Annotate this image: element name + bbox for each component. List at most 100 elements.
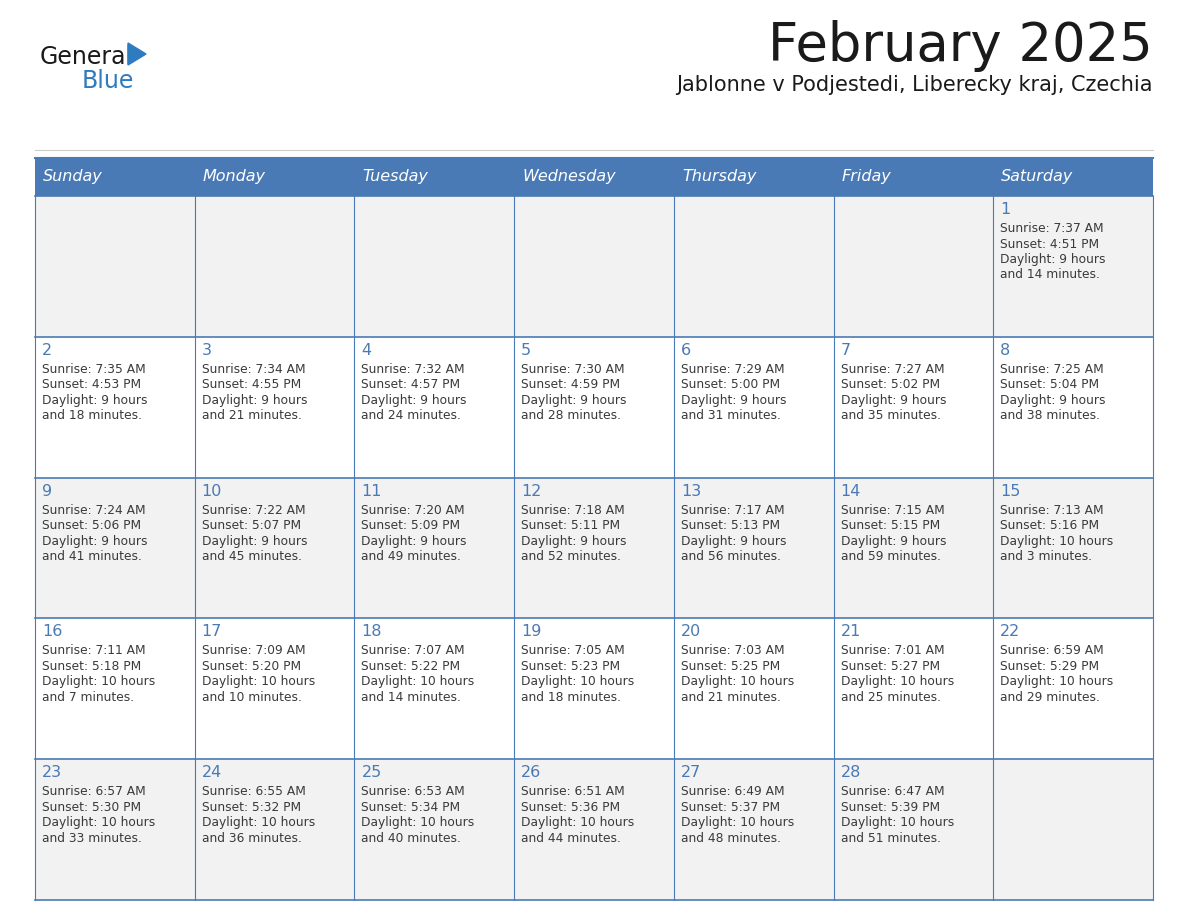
Text: 15: 15 — [1000, 484, 1020, 498]
Text: and 31 minutes.: and 31 minutes. — [681, 409, 781, 422]
Text: Daylight: 10 hours: Daylight: 10 hours — [1000, 534, 1113, 548]
Text: Daylight: 10 hours: Daylight: 10 hours — [42, 816, 156, 829]
Text: Sunrise: 7:24 AM: Sunrise: 7:24 AM — [42, 504, 146, 517]
Bar — [34, 619, 1154, 759]
Text: and 14 minutes.: and 14 minutes. — [361, 691, 461, 704]
Text: Daylight: 9 hours: Daylight: 9 hours — [1000, 253, 1106, 266]
Text: 8: 8 — [1000, 342, 1011, 358]
Text: Sunrise: 6:59 AM: Sunrise: 6:59 AM — [1000, 644, 1104, 657]
Text: Sunset: 5:37 PM: Sunset: 5:37 PM — [681, 800, 781, 813]
Text: Sunrise: 7:01 AM: Sunrise: 7:01 AM — [841, 644, 944, 657]
Bar — [34, 477, 1154, 619]
Text: Daylight: 9 hours: Daylight: 9 hours — [42, 394, 147, 407]
Text: 17: 17 — [202, 624, 222, 640]
Text: Sunset: 5:16 PM: Sunset: 5:16 PM — [1000, 519, 1099, 532]
Text: Sunrise: 7:32 AM: Sunrise: 7:32 AM — [361, 363, 465, 375]
Text: Daylight: 9 hours: Daylight: 9 hours — [841, 534, 946, 548]
Text: 26: 26 — [522, 766, 542, 780]
Text: and 18 minutes.: and 18 minutes. — [42, 409, 143, 422]
Text: 3: 3 — [202, 342, 211, 358]
Text: Daylight: 10 hours: Daylight: 10 hours — [681, 816, 794, 829]
Text: Sunset: 5:09 PM: Sunset: 5:09 PM — [361, 519, 461, 532]
Text: 12: 12 — [522, 484, 542, 498]
Text: Sunset: 4:51 PM: Sunset: 4:51 PM — [1000, 238, 1099, 251]
Text: Tuesday: Tuesday — [362, 170, 429, 185]
Text: Daylight: 9 hours: Daylight: 9 hours — [522, 534, 626, 548]
Text: and 36 minutes.: and 36 minutes. — [202, 832, 302, 845]
Text: Daylight: 10 hours: Daylight: 10 hours — [361, 816, 475, 829]
Text: and 21 minutes.: and 21 minutes. — [202, 409, 302, 422]
Text: Daylight: 10 hours: Daylight: 10 hours — [361, 676, 475, 688]
Text: 7: 7 — [841, 342, 851, 358]
Text: and 59 minutes.: and 59 minutes. — [841, 550, 941, 563]
Text: Sunrise: 7:25 AM: Sunrise: 7:25 AM — [1000, 363, 1104, 375]
Text: Sunset: 5:39 PM: Sunset: 5:39 PM — [841, 800, 940, 813]
Text: Daylight: 10 hours: Daylight: 10 hours — [681, 676, 794, 688]
Text: 24: 24 — [202, 766, 222, 780]
Text: Sunset: 5:36 PM: Sunset: 5:36 PM — [522, 800, 620, 813]
Text: Daylight: 9 hours: Daylight: 9 hours — [361, 394, 467, 407]
Text: Daylight: 10 hours: Daylight: 10 hours — [522, 676, 634, 688]
Text: Thursday: Thursday — [682, 170, 757, 185]
Text: Daylight: 9 hours: Daylight: 9 hours — [1000, 394, 1106, 407]
Text: and 10 minutes.: and 10 minutes. — [202, 691, 302, 704]
Text: Sunset: 5:00 PM: Sunset: 5:00 PM — [681, 378, 781, 391]
Text: Daylight: 10 hours: Daylight: 10 hours — [1000, 676, 1113, 688]
Text: Sunrise: 7:15 AM: Sunrise: 7:15 AM — [841, 504, 944, 517]
Text: 11: 11 — [361, 484, 381, 498]
Text: Daylight: 9 hours: Daylight: 9 hours — [42, 534, 147, 548]
Text: Sunrise: 6:55 AM: Sunrise: 6:55 AM — [202, 785, 305, 798]
Text: Jablonne v Podjestedi, Liberecky kraj, Czechia: Jablonne v Podjestedi, Liberecky kraj, C… — [676, 75, 1154, 95]
Bar — [34, 337, 1154, 477]
Text: and 35 minutes.: and 35 minutes. — [841, 409, 941, 422]
Text: 25: 25 — [361, 766, 381, 780]
Text: Sunset: 4:57 PM: Sunset: 4:57 PM — [361, 378, 461, 391]
Text: Sunrise: 7:18 AM: Sunrise: 7:18 AM — [522, 504, 625, 517]
Text: and 18 minutes.: and 18 minutes. — [522, 691, 621, 704]
Text: 22: 22 — [1000, 624, 1020, 640]
Text: Sunset: 5:34 PM: Sunset: 5:34 PM — [361, 800, 461, 813]
Text: Daylight: 10 hours: Daylight: 10 hours — [202, 816, 315, 829]
Text: 20: 20 — [681, 624, 701, 640]
Text: Sunset: 5:32 PM: Sunset: 5:32 PM — [202, 800, 301, 813]
Text: Daylight: 10 hours: Daylight: 10 hours — [202, 676, 315, 688]
Text: Sunset: 5:06 PM: Sunset: 5:06 PM — [42, 519, 141, 532]
Text: and 51 minutes.: and 51 minutes. — [841, 832, 941, 845]
Text: Sunrise: 7:05 AM: Sunrise: 7:05 AM — [522, 644, 625, 657]
Text: Monday: Monday — [203, 170, 266, 185]
Text: Daylight: 9 hours: Daylight: 9 hours — [841, 394, 946, 407]
Text: Sunrise: 7:37 AM: Sunrise: 7:37 AM — [1000, 222, 1104, 235]
Text: Daylight: 10 hours: Daylight: 10 hours — [42, 676, 156, 688]
Text: 2: 2 — [42, 342, 52, 358]
Text: Daylight: 9 hours: Daylight: 9 hours — [681, 394, 786, 407]
Text: and 44 minutes.: and 44 minutes. — [522, 832, 621, 845]
Text: Sunrise: 7:22 AM: Sunrise: 7:22 AM — [202, 504, 305, 517]
Text: Blue: Blue — [82, 69, 134, 93]
Text: and 56 minutes.: and 56 minutes. — [681, 550, 781, 563]
Text: 1: 1 — [1000, 202, 1011, 217]
Text: Sunset: 5:20 PM: Sunset: 5:20 PM — [202, 660, 301, 673]
Text: Sunrise: 6:57 AM: Sunrise: 6:57 AM — [42, 785, 146, 798]
Text: Sunset: 4:55 PM: Sunset: 4:55 PM — [202, 378, 301, 391]
Text: Daylight: 9 hours: Daylight: 9 hours — [202, 394, 308, 407]
Text: and 24 minutes.: and 24 minutes. — [361, 409, 461, 422]
Text: 6: 6 — [681, 342, 691, 358]
Text: Sunrise: 7:35 AM: Sunrise: 7:35 AM — [42, 363, 146, 375]
Polygon shape — [128, 43, 146, 65]
Text: Wednesday: Wednesday — [523, 170, 615, 185]
Text: Sunrise: 7:34 AM: Sunrise: 7:34 AM — [202, 363, 305, 375]
Text: Sunset: 4:53 PM: Sunset: 4:53 PM — [42, 378, 141, 391]
Text: Sunrise: 6:49 AM: Sunrise: 6:49 AM — [681, 785, 784, 798]
Text: Sunrise: 7:30 AM: Sunrise: 7:30 AM — [522, 363, 625, 375]
Text: and 25 minutes.: and 25 minutes. — [841, 691, 941, 704]
Text: and 21 minutes.: and 21 minutes. — [681, 691, 781, 704]
Text: Daylight: 9 hours: Daylight: 9 hours — [361, 534, 467, 548]
Text: 16: 16 — [42, 624, 63, 640]
Text: 19: 19 — [522, 624, 542, 640]
Bar — [34, 196, 1154, 337]
Text: Sunset: 5:22 PM: Sunset: 5:22 PM — [361, 660, 461, 673]
Text: 18: 18 — [361, 624, 381, 640]
Text: and 7 minutes.: and 7 minutes. — [42, 691, 134, 704]
Text: 14: 14 — [841, 484, 861, 498]
Text: Daylight: 10 hours: Daylight: 10 hours — [841, 676, 954, 688]
